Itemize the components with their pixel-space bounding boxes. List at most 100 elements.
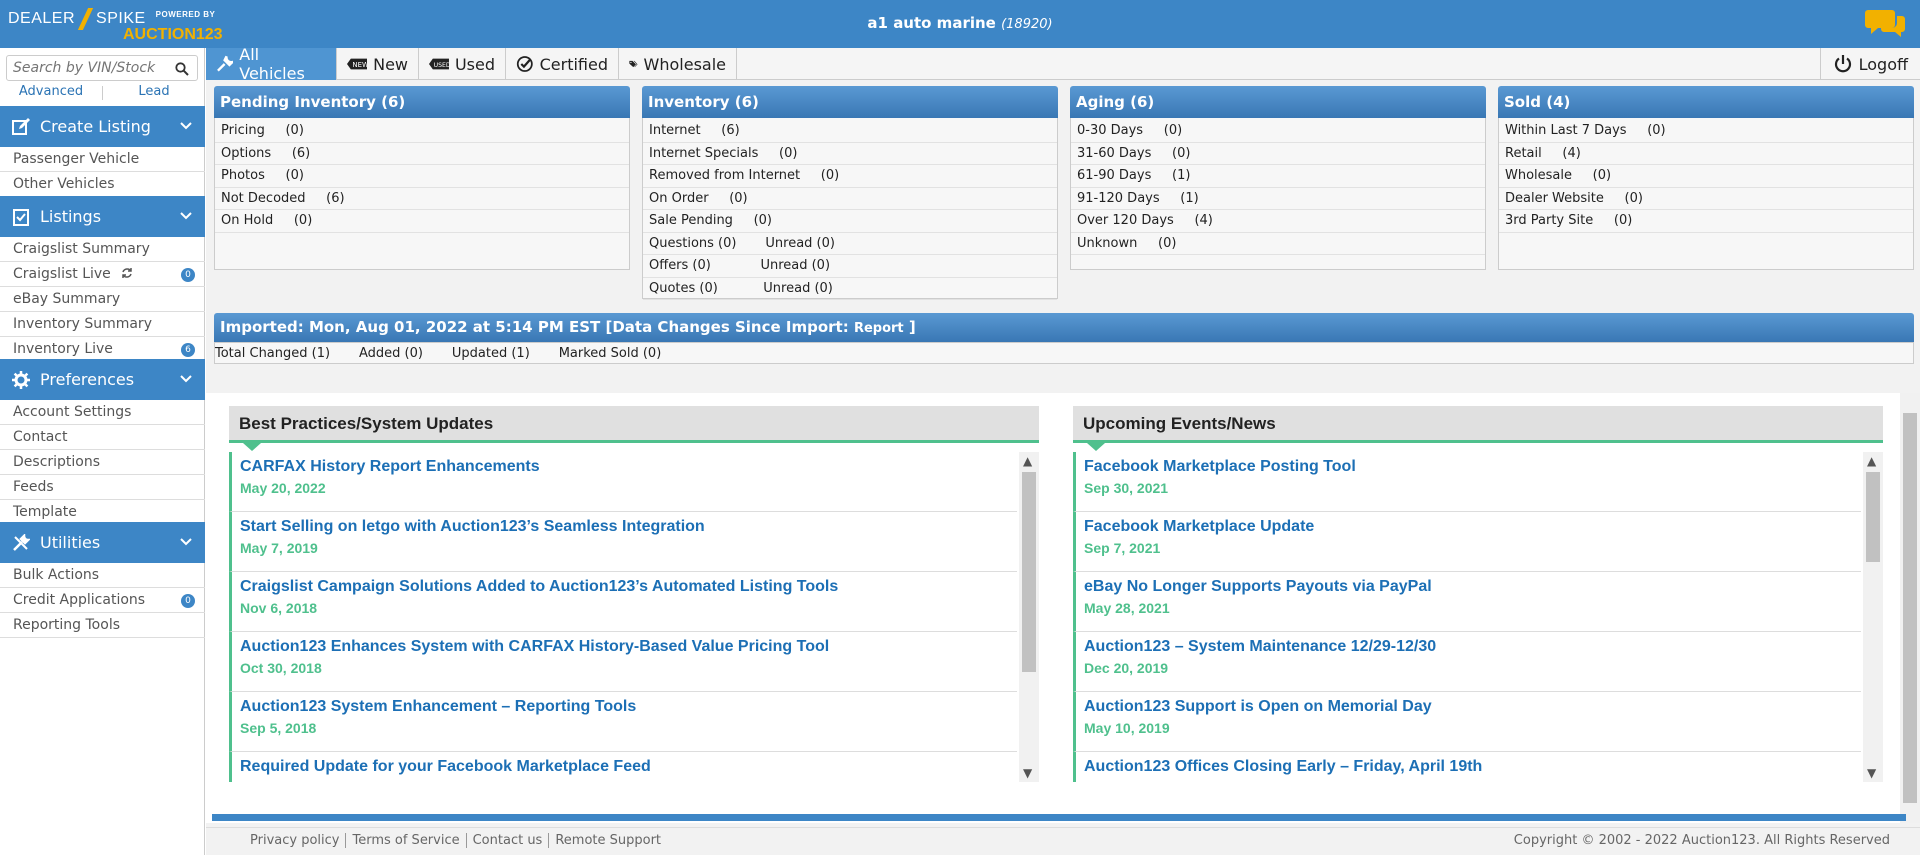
stat-row[interactable]: On Order (0) [643, 188, 1057, 210]
stat-row[interactable]: Internet Specials (0) [643, 143, 1057, 165]
section-utilities[interactable]: Utilities [0, 522, 205, 563]
news-item[interactable]: Facebook Marketplace Posting Tool Sep 30,… [1073, 452, 1861, 512]
sidebar-item-reporting-tools[interactable]: Reporting Tools [0, 613, 205, 638]
stat-row[interactable]: 0-30 Days (0) [1071, 120, 1485, 143]
news-title[interactable]: eBay No Longer Supports Payouts via PayP… [1084, 578, 1432, 595]
stat-row[interactable]: Options (6) [215, 143, 629, 165]
card-title[interactable]: Pending Inventory (6) [214, 86, 630, 118]
card-title[interactable]: Inventory (6) [642, 86, 1058, 118]
stat-row[interactable]: Sale Pending (0) [643, 210, 1057, 233]
chat-bubbles-icon[interactable] [1864, 6, 1906, 40]
scroll-up-icon[interactable]: ▲ [1867, 454, 1877, 468]
tab-all-vehicles[interactable]: All Vehicles [206, 45, 337, 83]
tab-used[interactable]: USED Used [419, 48, 506, 80]
news-scrollbar[interactable]: ▲ ▼ [1863, 452, 1883, 782]
news-item[interactable]: Auction123 Offices Closing Early – Frida… [1073, 752, 1861, 782]
page-scrollbar[interactable] [1900, 393, 1920, 823]
stat-row[interactable]: Pricing (0) [215, 120, 629, 143]
tab-new[interactable]: NEW New [337, 48, 419, 80]
news-item[interactable]: Auction123 System Enhancement – Reportin… [229, 692, 1017, 752]
stat-row[interactable]: Quotes (0) Unread (0) [643, 278, 1057, 300]
count-badge: 6 [181, 343, 195, 357]
section-create-listing[interactable]: Create Listing [0, 106, 205, 147]
contact-us-link[interactable]: Contact us [466, 833, 550, 848]
section-label: Utilities [40, 533, 101, 552]
stat-row[interactable]: Within Last 7 Days (0) [1499, 120, 1913, 143]
stat-row[interactable]: 31-60 Days (0) [1071, 143, 1485, 165]
news-title[interactable]: Facebook Marketplace Update [1084, 518, 1315, 535]
logoff-button[interactable]: Logoff [1819, 48, 1920, 80]
news-title[interactable]: Auction123 Enhances System with CARFAX H… [240, 638, 830, 655]
refresh-icon[interactable] [121, 267, 133, 279]
news-item[interactable]: Auction123 – System Maintenance 12/29-12… [1073, 632, 1861, 692]
sidebar-item-other-vehicles[interactable]: Other Vehicles [0, 172, 205, 197]
news-item[interactable]: Auction123 Support is Open on Memorial D… [1073, 692, 1861, 752]
card-title[interactable]: Sold (4) [1498, 86, 1914, 118]
news-title[interactable]: Required Update for your Facebook Market… [240, 758, 651, 775]
tab-label: Certified [539, 54, 608, 74]
news-title[interactable]: Auction123 Offices Closing Early – Frida… [1084, 758, 1483, 775]
privacy-policy-link[interactable]: Privacy policy [244, 833, 347, 848]
sidebar-item-contact[interactable]: Contact [0, 425, 205, 450]
news-title[interactable]: Facebook Marketplace Posting Tool [1084, 458, 1356, 475]
sidebar-item-craigslist-live[interactable]: Craigslist Live 0 [0, 262, 205, 287]
search-input[interactable] [7, 56, 167, 80]
news-title[interactable]: Auction123 Support is Open on Memorial D… [1084, 698, 1432, 715]
remote-support-link[interactable]: Remote Support [555, 833, 662, 848]
advanced-search-link[interactable]: Advanced [18, 84, 84, 99]
news-title[interactable]: Auction123 System Enhancement – Reportin… [240, 698, 637, 715]
stat-row[interactable]: 61-90 Days (1) [1071, 165, 1485, 188]
news-title[interactable]: Auction123 – System Maintenance 12/29-12… [1084, 638, 1437, 655]
stat-row[interactable]: Dealer Website (0) [1499, 188, 1913, 210]
sidebar-item-inventory-summary[interactable]: Inventory Summary [0, 312, 205, 337]
page-scroll-thumb[interactable] [1903, 413, 1917, 803]
stat-row[interactable]: Offers (0) Unread (0) [643, 255, 1057, 278]
scroll-down-icon[interactable]: ▼ [1023, 766, 1033, 780]
stat-row[interactable]: Not Decoded (6) [215, 188, 629, 210]
sidebar-item-credit-applications[interactable]: Credit Applications 0 [0, 588, 205, 613]
sidebar-item-craigslist-summary[interactable]: Craigslist Summary [0, 237, 205, 262]
sidebar-item-bulk-actions[interactable]: Bulk Actions [0, 563, 205, 588]
tab-wholesale[interactable]: Wholesale [619, 48, 737, 80]
dealer-spike-logo[interactable]: DEALER SPIKE POWERED BY AUCTION123 [8, 8, 223, 43]
news-title[interactable]: Craigslist Campaign Solutions Added to A… [240, 578, 839, 595]
scroll-thumb[interactable] [1022, 472, 1036, 672]
sidebar-item-descriptions[interactable]: Descriptions [0, 450, 205, 475]
news-item[interactable]: Auction123 Enhances System with CARFAX H… [229, 632, 1017, 692]
stat-row[interactable]: Retail (4) [1499, 143, 1913, 165]
news-item[interactable]: Required Update for your Facebook Market… [229, 752, 1017, 782]
stat-row[interactable]: Over 120 Days (4) [1071, 210, 1485, 233]
lead-search-link[interactable]: Lead [138, 84, 170, 99]
sidebar-item-ebay-summary[interactable]: eBay Summary [0, 287, 205, 312]
news-item[interactable]: Start Selling on letgo with Auction123’s… [229, 512, 1017, 572]
news-item[interactable]: CARFAX History Report Enhancements May 20… [229, 452, 1017, 512]
news-item[interactable]: Craigslist Campaign Solutions Added to A… [229, 572, 1017, 632]
sidebar-item-account-settings[interactable]: Account Settings [0, 400, 205, 425]
scroll-up-icon[interactable]: ▲ [1023, 454, 1033, 468]
news-item[interactable]: Facebook Marketplace Update Sep 7, 2021 [1073, 512, 1861, 572]
sidebar-item-feeds[interactable]: Feeds [0, 475, 205, 500]
stat-row[interactable]: Internet (6) [643, 120, 1057, 143]
stat-row[interactable]: Photos (0) [215, 165, 629, 188]
stat-row[interactable]: Removed from Internet (0) [643, 165, 1057, 188]
stat-row[interactable]: Wholesale (0) [1499, 165, 1913, 188]
stat-row[interactable]: Questions (0) Unread (0) [643, 233, 1057, 255]
news-title[interactable]: Start Selling on letgo with Auction123’s… [240, 518, 705, 535]
scroll-thumb[interactable] [1866, 472, 1880, 562]
stat-row[interactable]: On Hold (0) [215, 210, 629, 233]
section-listings[interactable]: Listings [0, 196, 205, 237]
stat-row[interactable]: 3rd Party Site (0) [1499, 210, 1913, 233]
import-report-link[interactable]: Report [853, 321, 904, 336]
tab-certified[interactable]: Certified [506, 48, 619, 80]
scroll-down-icon[interactable]: ▼ [1867, 766, 1877, 780]
terms-of-service-link[interactable]: Terms of Service [346, 833, 467, 848]
stat-row[interactable]: Unknown (0) [1071, 233, 1485, 255]
sidebar-item-passenger-vehicle[interactable]: Passenger Vehicle [0, 147, 205, 172]
news-scrollbar[interactable]: ▲ ▼ [1019, 452, 1039, 782]
stat-row[interactable]: 91-120 Days (1) [1071, 188, 1485, 210]
card-title[interactable]: Aging (6) [1070, 86, 1486, 118]
news-title[interactable]: CARFAX History Report Enhancements [240, 458, 540, 475]
section-preferences[interactable]: Preferences [0, 359, 205, 400]
search-icon[interactable] [175, 62, 189, 76]
news-item[interactable]: eBay No Longer Supports Payouts via PayP… [1073, 572, 1861, 632]
